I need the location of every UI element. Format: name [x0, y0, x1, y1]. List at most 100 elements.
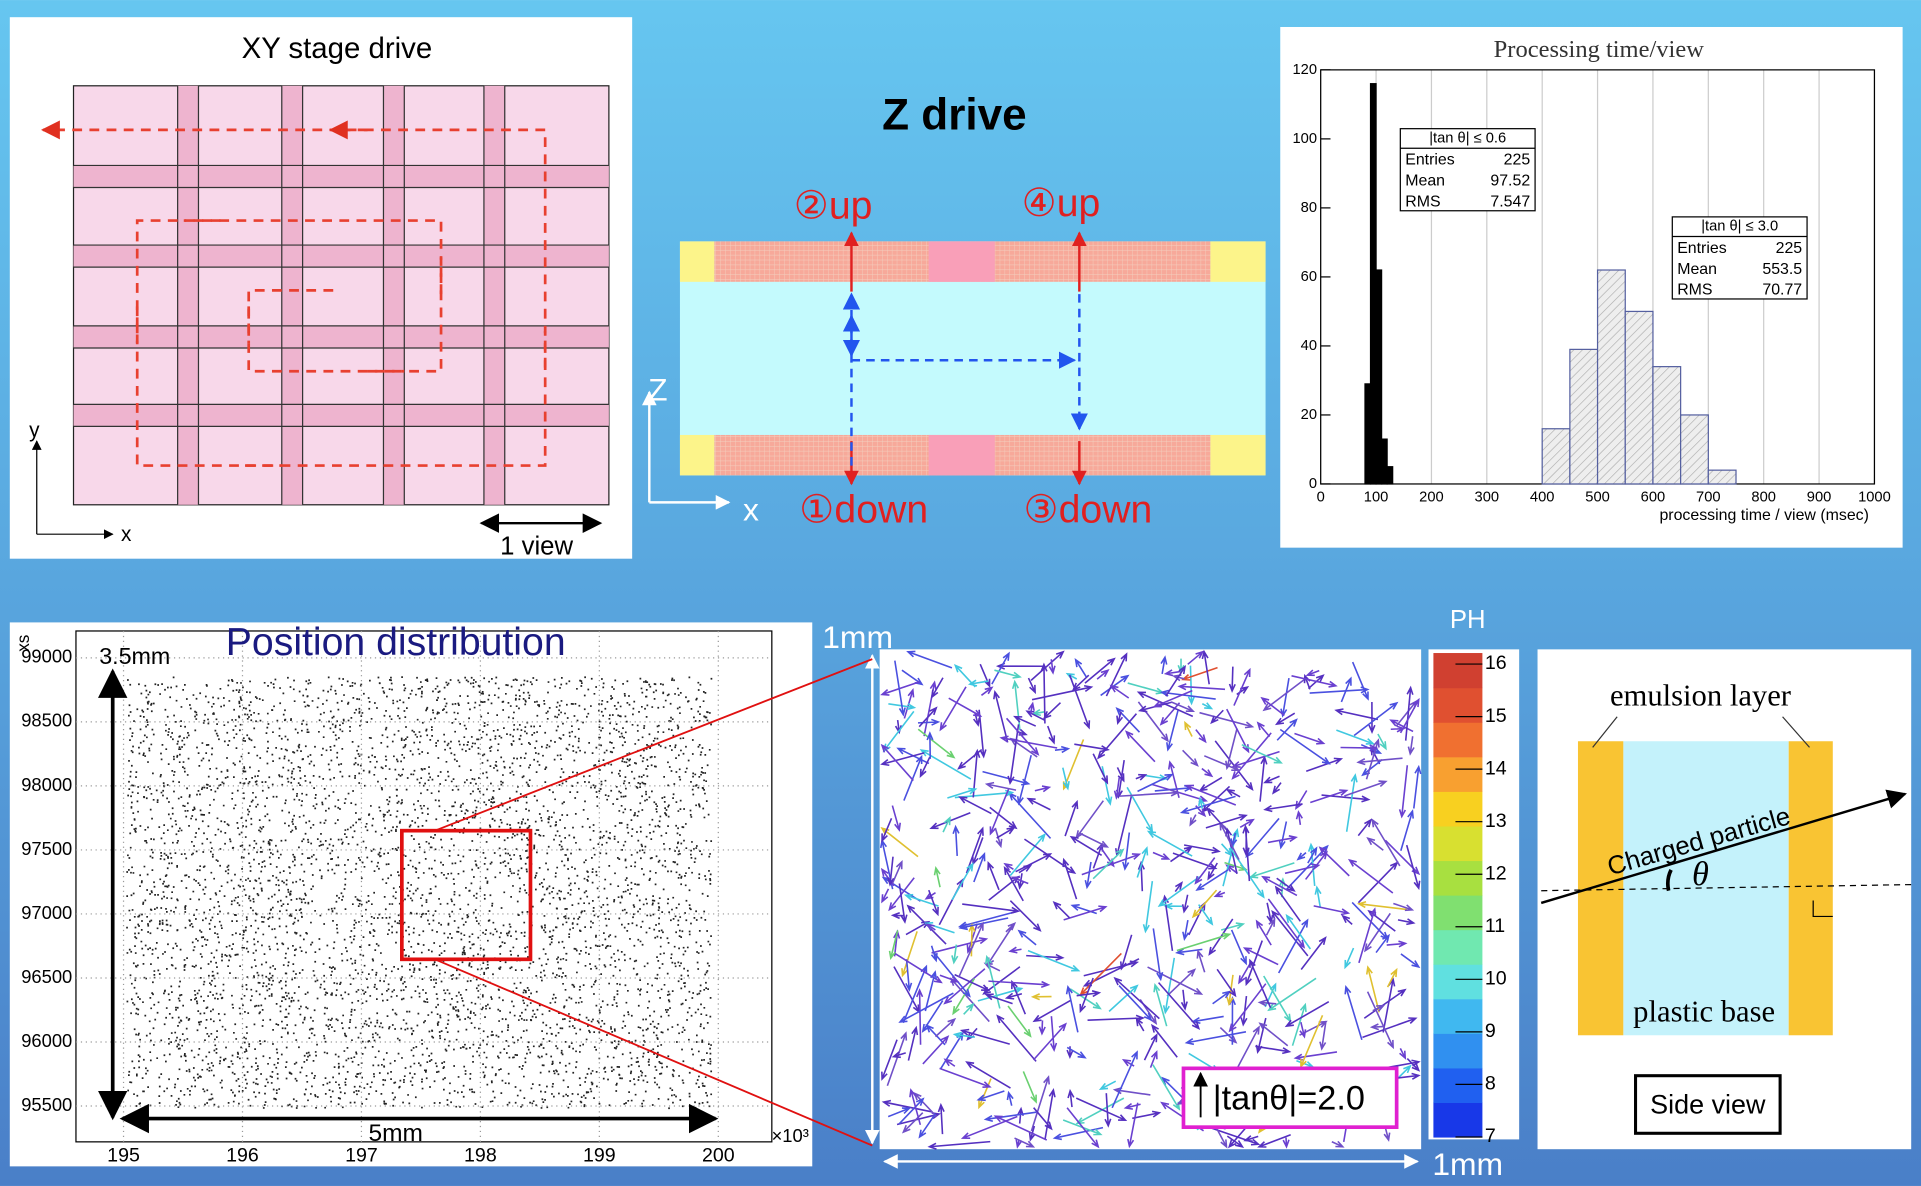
colorbar-segment	[1433, 722, 1482, 757]
colorbar-segment	[1433, 964, 1482, 999]
x-tick-label: 700	[1696, 489, 1721, 505]
tick-label: 16	[1485, 652, 1507, 674]
colorbar-segment	[1433, 1102, 1482, 1137]
colorbar-segment	[1433, 653, 1482, 688]
stats-label: Entries	[1405, 152, 1455, 169]
caption: Side view	[1650, 1089, 1766, 1119]
histogram-bar	[1598, 270, 1626, 484]
tick-label: 13	[1485, 810, 1507, 832]
width-label: 5mm	[368, 1120, 422, 1147]
tick-label: 15	[1485, 705, 1507, 727]
height-label: 1mm	[822, 619, 893, 655]
tick-label: 9	[1485, 1020, 1496, 1042]
colorbar-segment	[1433, 895, 1482, 930]
stats-value: 225	[1776, 240, 1803, 257]
tick-label: 12	[1485, 862, 1507, 884]
stats-value: 553.5	[1762, 261, 1802, 278]
step-label: ③down	[1023, 489, 1152, 532]
tick-label: 14	[1485, 757, 1507, 779]
y-tick-label: 0	[1309, 476, 1317, 492]
emulsion-layer	[1789, 741, 1833, 1035]
y-tick-label: 97500	[21, 838, 72, 859]
angle-label: θ	[1692, 855, 1709, 893]
y-tick-label: 20	[1301, 407, 1317, 423]
colorbar-title: PH	[1450, 606, 1486, 634]
overlap	[929, 435, 995, 475]
x-tick-label: 197	[345, 1145, 378, 1167]
stats-header: |tan θ| ≤ 3.0	[1701, 219, 1778, 235]
x-tick-label: 196	[226, 1145, 259, 1167]
step-label: ①down	[799, 489, 928, 532]
panel-bg	[10, 622, 812, 1166]
stats-label: Mean	[1677, 261, 1717, 278]
x-tick-label: 198	[464, 1145, 497, 1167]
y-tick-label: 97000	[21, 902, 72, 923]
y-tick-label: 95500	[21, 1094, 72, 1115]
stats-label: Entries	[1677, 240, 1727, 257]
histogram-bar	[1681, 415, 1709, 484]
step-label: ④up	[1022, 182, 1101, 225]
step-label: ②up	[794, 185, 873, 228]
overlap	[929, 241, 995, 281]
x-tick-label: 300	[1475, 489, 1500, 505]
tick-label: 8	[1485, 1073, 1496, 1095]
histogram-bar	[1387, 467, 1393, 484]
x-tick-label: 1000	[1858, 489, 1891, 505]
histogram-bar	[1542, 429, 1570, 484]
width-label: 1mm	[1432, 1146, 1503, 1182]
colorbar-segment	[1433, 1033, 1482, 1068]
colorbar-segment	[1433, 757, 1482, 792]
histogram-bar	[1371, 84, 1377, 484]
stats-value: 70.77	[1762, 282, 1802, 299]
y-tick-label: 100	[1292, 131, 1317, 147]
tick-label: 7	[1485, 1125, 1496, 1147]
x-tick-label: 200	[1419, 489, 1444, 505]
panel-title: Processing time/view	[1494, 36, 1705, 63]
tick-label: 11	[1485, 915, 1505, 937]
y-tick-label: 120	[1292, 62, 1317, 78]
x-tick-label: 600	[1641, 489, 1666, 505]
colorbar-segment	[1433, 688, 1482, 723]
y-axis-label: xs	[13, 635, 33, 652]
panel-title: Position distribution	[226, 621, 566, 664]
colorbar-segment	[1433, 930, 1482, 965]
height-label: 3.5mm	[99, 643, 170, 669]
histogram-bar	[1570, 349, 1598, 484]
zoom-panel: |tanθ|=2.0 1mm 1mm	[822, 619, 1503, 1182]
stats-label: RMS	[1405, 193, 1440, 210]
y-tick-label: 96500	[21, 966, 72, 987]
stats-header: |tan θ| ≤ 0.6	[1429, 130, 1506, 146]
stats-value: 225	[1504, 152, 1531, 169]
histogram-bar	[1382, 439, 1388, 484]
position-panel: 1951961971981992009550096000965009700097…	[10, 621, 812, 1167]
page: { "xy_stage": {"title": "XY stage drive"…	[0, 0, 1921, 1186]
y-tick-label: 40	[1301, 338, 1317, 354]
axis-label: y	[29, 419, 40, 442]
legend-label: |tanθ|=2.0	[1213, 1079, 1365, 1117]
y-tick-label: 98500	[21, 710, 72, 731]
x-tick-label: 500	[1585, 489, 1610, 505]
base-label: plastic base	[1633, 994, 1775, 1028]
colorbar-segment	[1433, 1068, 1482, 1103]
colorbar-segment	[1433, 999, 1482, 1034]
emulsion-layer	[1578, 741, 1623, 1035]
x-multiplier: ×10³	[772, 1125, 809, 1146]
axis-label: Z	[648, 371, 667, 407]
y-tick-label: 60	[1301, 269, 1317, 285]
histogram-bar	[1376, 270, 1382, 484]
stats-label: RMS	[1677, 282, 1712, 299]
slide: XY stage drive y x 1 view Z drive ②up ④u…	[0, 0, 1921, 1186]
x-tick-label: 900	[1807, 489, 1832, 505]
y-tick-label: 96000	[21, 1030, 72, 1051]
histogram-panel: Processing time/view processing time / v…	[1280, 27, 1902, 548]
xy-stage-panel: XY stage drive y x 1 view	[10, 17, 632, 560]
x-tick-label: 195	[107, 1145, 140, 1167]
panel-title: XY stage drive	[242, 32, 433, 65]
side-view-panel: emulsion layer Charged particle θ plasti…	[1538, 649, 1912, 1149]
x-tick-label: 200	[702, 1145, 735, 1167]
histogram-bar	[1625, 311, 1653, 484]
histogram-bar	[1653, 367, 1681, 484]
y-tick-label: 80	[1301, 200, 1317, 216]
stats-value: 97.52	[1490, 173, 1530, 190]
axis-label: x	[121, 523, 132, 546]
